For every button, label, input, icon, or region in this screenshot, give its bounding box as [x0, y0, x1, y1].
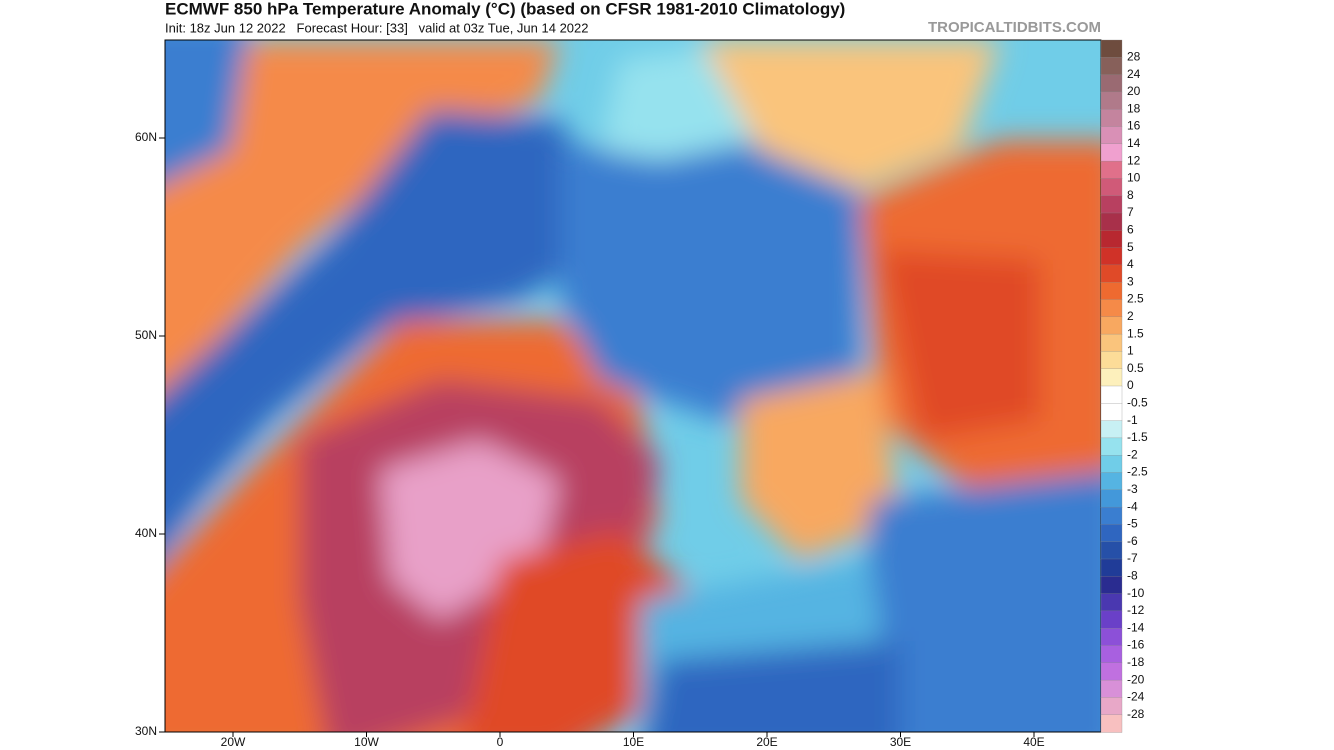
colorbar-box	[1100, 212, 1123, 231]
colorbar-label: -1.5	[1127, 430, 1148, 444]
colorbar-box	[1100, 420, 1123, 439]
colorbar-label: 6	[1127, 222, 1134, 236]
lat-label: 30N	[135, 724, 157, 738]
subtitle: Init: 18z Jun 12 2022 Forecast Hour: [33…	[165, 20, 588, 35]
colorbar-box	[1100, 126, 1123, 145]
lon-label: 30E	[890, 735, 911, 749]
colorbar-label: 5	[1127, 240, 1134, 254]
lon-label: 10W	[354, 735, 379, 749]
lat-label: 60N	[135, 130, 157, 144]
colorbar-box	[1100, 368, 1123, 387]
lon-label: 20E	[756, 735, 777, 749]
colorbar-label: 24	[1127, 67, 1141, 81]
colorbar-box	[1100, 178, 1123, 197]
colorbar-box	[1100, 472, 1123, 491]
colorbar-box	[1100, 662, 1123, 681]
colorbar-box	[1100, 385, 1123, 404]
colorbar-box	[1100, 109, 1123, 128]
colorbar-box	[1100, 576, 1123, 595]
colorbar-box	[1100, 593, 1123, 612]
colorbar-label: -5	[1127, 517, 1138, 531]
colorbar-box	[1100, 39, 1123, 58]
colorbar-label: 4	[1127, 257, 1134, 271]
colorbar-box	[1100, 316, 1123, 335]
colorbar-label: -12	[1127, 603, 1145, 617]
colorbar-label: -28	[1127, 707, 1145, 721]
colorbar-box	[1100, 57, 1123, 76]
colorbar-box	[1100, 437, 1123, 456]
colorbar-label: -14	[1127, 620, 1145, 634]
colorbar-box	[1100, 143, 1123, 162]
colorbar-label: 2	[1127, 309, 1134, 323]
lon-label: 40E	[1023, 735, 1044, 749]
colorbar-box	[1100, 628, 1123, 647]
colorbar-label: 12	[1127, 153, 1141, 167]
colorbar-label: -6	[1127, 534, 1138, 548]
colorbar-label: 16	[1127, 119, 1141, 133]
colorbar-box	[1100, 91, 1123, 110]
colorbar-box	[1100, 403, 1123, 422]
colorbar-label: -24	[1127, 690, 1145, 704]
colorbar-label: 14	[1127, 136, 1141, 150]
colorbar-box	[1100, 541, 1123, 560]
colorbar-label: -1	[1127, 413, 1138, 427]
colorbar-box	[1100, 697, 1123, 716]
colorbar-box	[1100, 351, 1123, 370]
colorbar-box	[1100, 645, 1123, 664]
colorbar-box	[1100, 230, 1123, 249]
lon-label: 10E	[623, 735, 644, 749]
colorbar-label: 1	[1127, 344, 1134, 358]
colorbar-label: 1.5	[1127, 326, 1144, 340]
colorbar-box	[1100, 714, 1123, 733]
colorbar-label: -3	[1127, 482, 1138, 496]
colorbar-box	[1100, 558, 1123, 577]
colorbar-label: -4	[1127, 499, 1138, 513]
colorbar-label: -8	[1127, 568, 1138, 582]
lat-label: 50N	[135, 328, 157, 342]
colorbar-box	[1100, 524, 1123, 543]
colorbar-box	[1100, 455, 1123, 474]
colorbar-box	[1100, 506, 1123, 526]
colorbar-label: -20	[1127, 672, 1145, 686]
colorbar-label: 28	[1127, 49, 1141, 63]
lon-label: 20W	[221, 735, 246, 749]
colorbar-label: 3	[1127, 274, 1134, 288]
colorbar-label: 18	[1127, 101, 1141, 115]
colorbar-box	[1100, 74, 1123, 93]
colorbar-label: 8	[1127, 188, 1134, 202]
colorbar-box	[1100, 160, 1123, 180]
colorbar-box	[1100, 610, 1123, 629]
colorbar-label: 2.5	[1127, 292, 1144, 306]
lat-label: 40N	[135, 526, 157, 540]
map	[165, 40, 1101, 732]
lon-label: 0	[497, 735, 504, 749]
colorbar-label: -18	[1127, 655, 1145, 669]
colorbar-label: 0.5	[1127, 361, 1144, 375]
colorbar-box	[1100, 489, 1123, 508]
colorbar-label: -2	[1127, 447, 1138, 461]
colorbar-box	[1100, 299, 1123, 318]
colorbar-label: -7	[1127, 551, 1138, 565]
colorbar-label: 7	[1127, 205, 1134, 219]
colorbar-label: -10	[1127, 586, 1145, 600]
colorbar-box	[1100, 195, 1123, 214]
colorbar-label: 0	[1127, 378, 1134, 392]
colorbar-box	[1100, 264, 1123, 283]
colorbar-label: 20	[1127, 84, 1141, 98]
colorbar-label: -0.5	[1127, 395, 1148, 409]
colorbar-box	[1100, 247, 1123, 266]
colorbar-label: 10	[1127, 171, 1141, 185]
colorbar-box	[1100, 679, 1123, 699]
colorbar-box	[1100, 333, 1123, 353]
watermark: TROPICALTIDBITS.COM	[928, 19, 1101, 36]
colorbar-label: -16	[1127, 638, 1145, 652]
colorbar-box	[1100, 282, 1123, 301]
colorbar-label: -2.5	[1127, 465, 1148, 479]
title: ECMWF 850 hPa Temperature Anomaly (°C) (…	[165, 0, 845, 18]
